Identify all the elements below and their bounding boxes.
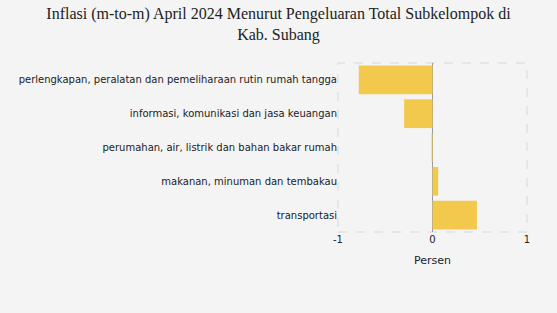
svg-text:perlengkapan, peralatan dan pe: perlengkapan, peralatan dan pemeliharaan… <box>19 74 337 85</box>
svg-text:perumahan, air, listrik dan ba: perumahan, air, listrik dan bahan bakar … <box>102 142 337 153</box>
svg-text:makanan, minuman dan tembakau: makanan, minuman dan tembakau <box>161 176 337 187</box>
svg-text:0: 0 <box>429 234 435 245</box>
svg-text:Inflasi (m-to-m) April 2024 Me: Inflasi (m-to-m) April 2024 Menurut Peng… <box>46 5 511 44</box>
svg-text:informasi, komunikasi dan jasa: informasi, komunikasi dan jasa keuangan <box>130 108 337 119</box>
svg-text:-1: -1 <box>333 234 343 245</box>
svg-text:transportasi: transportasi <box>277 210 337 221</box>
svg-text:1: 1 <box>524 234 530 245</box>
svg-text:Persen: Persen <box>414 254 451 267</box>
